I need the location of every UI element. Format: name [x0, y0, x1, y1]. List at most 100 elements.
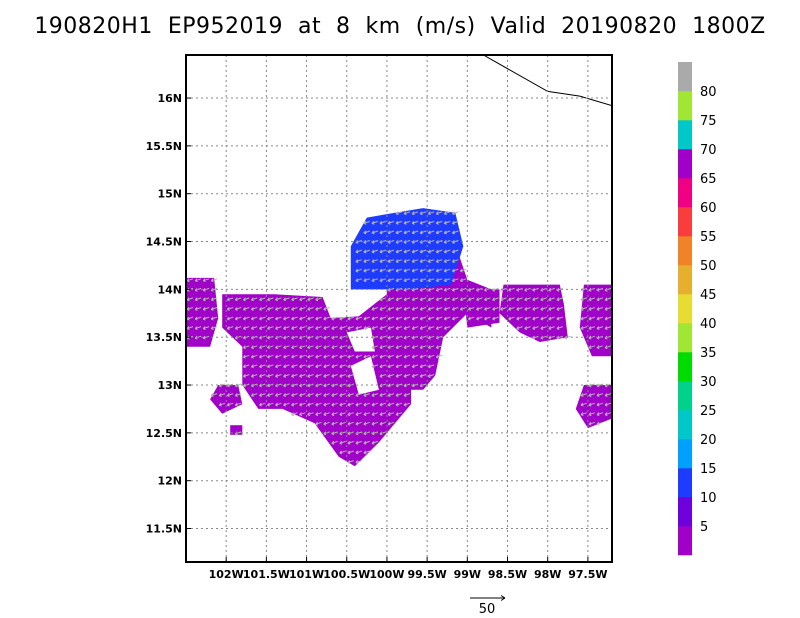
- wind-vector: [580, 316, 588, 321]
- wind-vector: [451, 306, 459, 311]
- wind-vector: [403, 306, 411, 311]
- wind-vector: [339, 440, 346, 445]
- wind-vector: [363, 249, 370, 254]
- wind-vector: [363, 278, 370, 283]
- y-tick-label: 13N: [157, 379, 182, 392]
- wind-vector: [363, 450, 370, 455]
- wind-vector: [411, 259, 419, 264]
- wind-vector: [234, 402, 242, 407]
- axis-ticks: 102W 101.5W 101W 100.5W 100W 99.5W 99W 98.5W 98W…: [146, 92, 608, 581]
- wind-region-east-low: [575, 385, 612, 429]
- wind-vector: [371, 249, 379, 254]
- wind-vector: [443, 259, 451, 264]
- wind-vector: [299, 326, 306, 330]
- wind-vector: [427, 326, 435, 330]
- wind-vector: [403, 259, 411, 264]
- wind-vector: [291, 364, 298, 369]
- wind-vector: [331, 326, 338, 330]
- wind-vector: [379, 402, 387, 407]
- wind-vector: [427, 373, 435, 378]
- wind-vector: [596, 316, 604, 321]
- wind-vector: [331, 421, 338, 426]
- wind-vector: [427, 259, 435, 264]
- wind-vector: [476, 306, 483, 311]
- wind-vector: [355, 354, 362, 359]
- wind-vector: [194, 326, 202, 330]
- wind-vector: [234, 326, 242, 330]
- colorbar-label: 60: [700, 201, 717, 216]
- wind-vector: [604, 345, 612, 350]
- wind-vector: [234, 393, 242, 397]
- wind-vector: [387, 249, 395, 254]
- wind-vector: [419, 211, 427, 216]
- wind-vector: [451, 259, 459, 264]
- wind-vector: [347, 431, 354, 436]
- wind-vector: [451, 230, 459, 235]
- wind-vector: [315, 393, 322, 397]
- wind-vector: [403, 249, 411, 254]
- wind-vector: [275, 373, 282, 378]
- wind-vector: [234, 297, 242, 302]
- wind-vector: [395, 306, 403, 311]
- wind-vector: [395, 249, 403, 254]
- wind-vector: [226, 402, 234, 407]
- wind-vector: [371, 402, 379, 407]
- wind-vector: [387, 326, 395, 330]
- wind-vector: [556, 326, 563, 330]
- wind-vector: [363, 268, 370, 273]
- wind-vector: [250, 345, 258, 350]
- wind-vector: [411, 297, 419, 302]
- wind-vector: [186, 316, 194, 321]
- wind-vector: [419, 326, 427, 330]
- wind-vector: [588, 412, 596, 417]
- wind-vector: [355, 402, 362, 407]
- wind-vector: [355, 421, 362, 426]
- wind-vector: [379, 316, 387, 321]
- wind-vector: [291, 402, 298, 407]
- wind-vector: [291, 393, 298, 397]
- colorbar-label: 55: [700, 230, 717, 245]
- wind-vector: [275, 297, 282, 302]
- colorbar-label: 35: [700, 346, 717, 361]
- wind-vector: [226, 316, 234, 321]
- x-tick-label: 100W: [369, 568, 404, 581]
- wind-vector: [604, 316, 612, 321]
- wind-vector: [451, 278, 459, 283]
- no-data-hole: [346, 327, 375, 352]
- colorbar-label: 40: [700, 317, 717, 332]
- wind-vector: [419, 278, 427, 283]
- wind-vector: [419, 249, 427, 254]
- wind-vector: [476, 316, 483, 321]
- wind-vector: [275, 354, 282, 359]
- wind-vector: [419, 306, 427, 311]
- wind-vector: [596, 326, 604, 330]
- wind-vector: [323, 421, 330, 426]
- wind-vector: [467, 316, 475, 321]
- wind-vector: [588, 421, 596, 426]
- wind-vector: [379, 373, 387, 378]
- wind-vector: [395, 278, 403, 283]
- y-tick-label: 15.5N: [146, 140, 182, 153]
- wind-vector: [355, 393, 362, 397]
- wind-vector: [435, 278, 443, 283]
- wind-vector: [315, 306, 322, 311]
- wind-vector: [403, 220, 411, 225]
- wind-vector: [411, 306, 419, 311]
- wind-vector: [532, 297, 539, 302]
- wind-vector: [307, 297, 314, 302]
- wind-vector: [267, 306, 274, 311]
- wind-vector: [210, 393, 218, 397]
- wind-vector: [275, 345, 282, 350]
- wind-vector: [604, 297, 612, 302]
- wind-vector: [283, 316, 290, 321]
- wind-vector: [283, 364, 290, 369]
- wind-vector: [307, 383, 314, 388]
- wind-vector: [443, 297, 451, 302]
- wind-vector: [210, 278, 218, 283]
- wind-vector: [403, 278, 411, 283]
- wind-vector: [411, 345, 419, 350]
- wind-vector: [283, 402, 290, 407]
- wind-vector: [459, 268, 467, 273]
- wind-vector: [403, 393, 411, 397]
